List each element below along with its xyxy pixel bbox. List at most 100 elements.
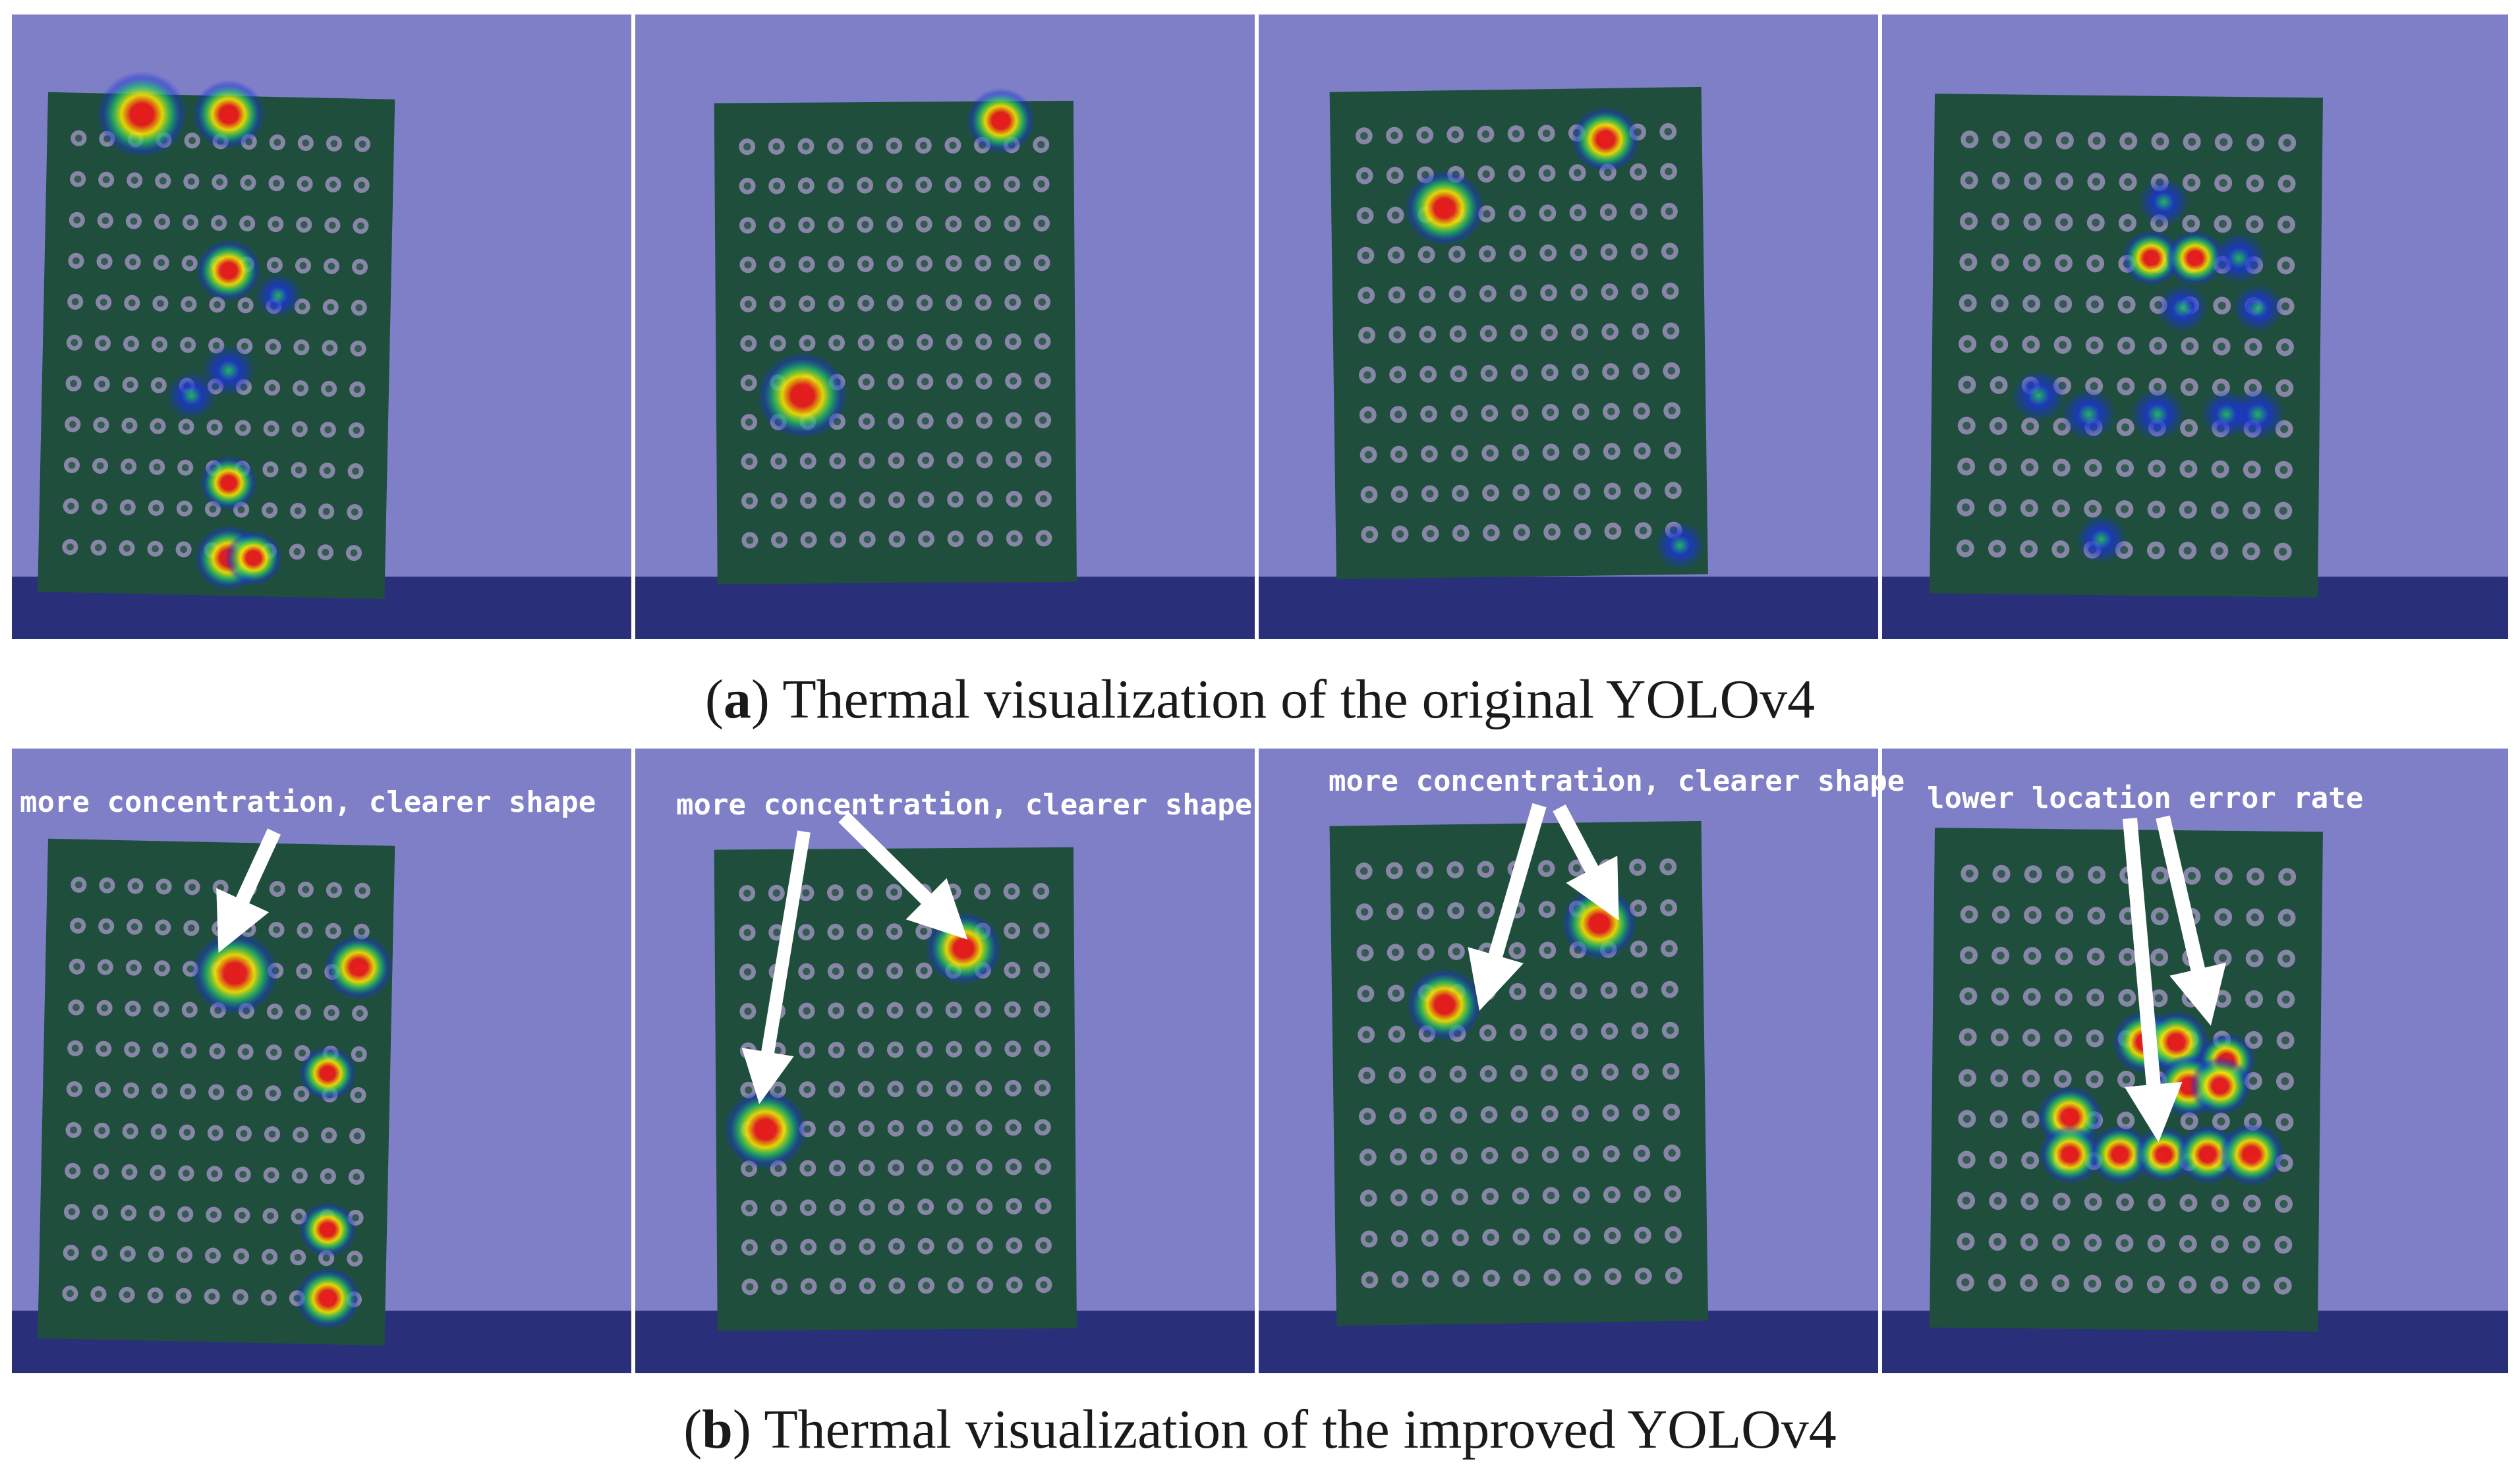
solder-pad-core — [920, 967, 928, 975]
solder-pad-core — [1390, 907, 1399, 916]
solder-pad-core — [2090, 341, 2099, 350]
heat-spot — [324, 934, 393, 1000]
solder-pad-core — [2024, 1279, 2033, 1288]
solder-pad-core — [1513, 210, 1522, 217]
heat-spot — [1406, 968, 1483, 1041]
solder-pad-core — [1395, 1234, 1404, 1243]
solder-pad-core — [1635, 208, 1643, 216]
solder-pad-core — [324, 426, 332, 434]
solder-pad-core — [803, 1085, 811, 1094]
solder-pad-core — [1514, 289, 1522, 297]
solder-pad-core — [184, 341, 192, 349]
solder-pad-core — [862, 1125, 871, 1133]
solder-pad-core — [1451, 130, 1460, 139]
thermal-map-b-1 — [12, 749, 631, 1373]
solder-pad-core — [2247, 547, 2256, 555]
solder-pad-core — [1604, 208, 1613, 216]
solder-pad-core — [1667, 327, 1675, 335]
solder-pad-core — [1394, 1112, 1402, 1120]
caption-b: (b) Thermal visualization of the improve… — [683, 1399, 1837, 1460]
solder-pad-core — [2281, 1077, 2289, 1086]
solder-pad-core — [890, 967, 899, 975]
solder-pad-core — [2092, 218, 2100, 227]
solder-pad-core — [834, 496, 842, 504]
solder-pad-core — [156, 300, 164, 308]
solder-pad-core — [1010, 1202, 1018, 1210]
solder-pad-core — [805, 496, 813, 505]
solder-pad-core — [802, 142, 810, 150]
solder-pad-core — [2279, 1200, 2288, 1208]
solder-pad-core — [1454, 1070, 1462, 1079]
solder-pad-core — [1393, 331, 1402, 339]
solder-pad-core — [1995, 381, 2003, 389]
solder-pad-core — [862, 1046, 870, 1054]
solder-pad-core — [1514, 249, 1522, 258]
solder-pad-core — [1606, 327, 1615, 336]
solder-pad-core — [746, 536, 754, 544]
solder-pad-core — [1484, 289, 1492, 298]
solder-pad-core — [1669, 446, 1676, 455]
solder-pad-core — [1010, 1123, 1017, 1131]
solder-pad-core — [1576, 328, 1584, 337]
solder-pad-core — [215, 178, 223, 186]
solder-pad-core — [1574, 208, 1582, 217]
solder-pad-core — [834, 1243, 842, 1251]
solder-pad-core — [743, 928, 751, 936]
solder-pad-core — [802, 182, 810, 190]
solder-pad-core — [186, 218, 194, 226]
solder-pad-core — [745, 379, 753, 387]
solder-pad-core — [1993, 503, 2002, 512]
solder-pad-core — [325, 385, 333, 393]
solder-pad-core — [183, 1129, 191, 1136]
solder-pad-core — [1635, 248, 1644, 256]
solder-pad-core — [892, 496, 901, 504]
solder-pad-core — [2281, 995, 2290, 1004]
solder-pad-core — [773, 968, 781, 976]
solder-pad-core — [1421, 948, 1430, 956]
solder-pad-core — [891, 260, 899, 268]
solder-pad-core — [950, 1124, 959, 1132]
solder-pad-core — [1483, 210, 1491, 218]
solder-pad-core — [2059, 259, 2068, 268]
solder-pad-core — [1040, 1281, 1048, 1289]
solder-pad-core — [1514, 1029, 1522, 1036]
solder-pad-core — [1421, 866, 1429, 874]
solder-pad-core — [2061, 870, 2069, 879]
solder-pad-core — [125, 463, 132, 470]
solder-pad-core — [1391, 171, 1399, 179]
solder-pad-core — [2185, 1117, 2194, 1125]
solder-pad-core — [1636, 1067, 1645, 1076]
solder-pad-core — [1008, 259, 1017, 267]
solder-pad-core — [102, 176, 110, 184]
solder-pad-core — [325, 1131, 333, 1139]
solder-pad-core — [2152, 1280, 2160, 1289]
solder-pad-core — [832, 928, 840, 936]
solder-pad-core — [920, 927, 928, 936]
solder-pad-core — [2251, 872, 2260, 881]
solder-pad-core — [71, 1085, 78, 1093]
solder-pad-core — [2121, 464, 2129, 472]
solder-pad-core — [2215, 1281, 2223, 1290]
solder-pad-core — [212, 1088, 220, 1096]
heat-spot — [2121, 230, 2181, 287]
solder-pad-core — [123, 544, 130, 552]
solder-pad-core — [1995, 1115, 2003, 1123]
solder-pad-core — [1668, 1149, 1676, 1157]
solder-pad-core — [209, 1252, 217, 1259]
solder-pad-core — [2282, 954, 2291, 963]
solder-pad-core — [921, 299, 929, 307]
solder-pad-core — [2120, 1280, 2129, 1288]
solder-pad-core — [328, 221, 336, 229]
solder-pad-core — [1423, 291, 1431, 298]
solder-pad-core — [155, 1128, 163, 1136]
solder-pad-core — [861, 967, 869, 975]
solder-pad-core — [2249, 343, 2258, 351]
solder-pad-core — [158, 1006, 165, 1013]
solder-pad-core — [2154, 341, 2162, 351]
solder-pad-core — [2091, 259, 2100, 268]
solder-pad-core — [922, 456, 930, 465]
solder-pad-core — [322, 507, 330, 515]
solder-pad-core — [950, 1006, 958, 1014]
solder-pad-core — [775, 497, 783, 505]
solder-pad-core — [160, 882, 168, 890]
